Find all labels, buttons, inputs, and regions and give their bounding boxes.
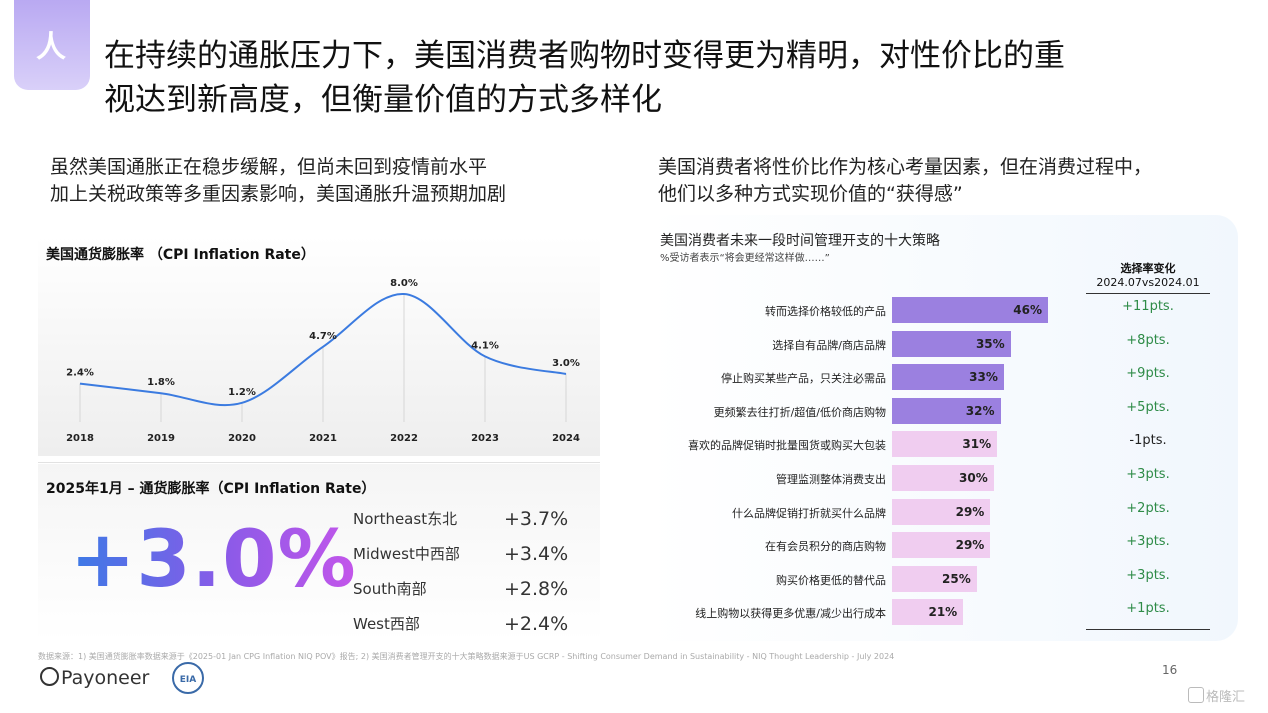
- strategy-change-value: +1pts.: [1126, 601, 1170, 617]
- right-subhead-line2: 他们以多种方式实现价值的“获得感”: [658, 183, 963, 205]
- page-title: 在持续的通胀压力下，美国消费者购物时变得更为精明，对性价比的重 视达到新高度，但…: [104, 34, 1214, 122]
- strategy-bar: [892, 397, 1001, 424]
- strategy-change-value: +3pts.: [1126, 534, 1170, 550]
- cpi-data-label: 1.8%: [147, 377, 175, 388]
- section-divider: [38, 462, 600, 463]
- right-subhead: 美国消费者将性价比作为核心考量因素，但在消费过程中， 他们以多种方式实现价值的“…: [658, 154, 1152, 208]
- strategy-label: 更频繁去往打折/超值/低价商店购物: [713, 405, 886, 419]
- change-header-rule: [1086, 293, 1210, 294]
- strategy-change-value: +2pts.: [1126, 500, 1170, 516]
- strategy-label: 喜欢的品牌促销时批量囤货或购买大包装: [688, 439, 886, 453]
- strategy-value-label: 25%: [942, 571, 971, 586]
- cpi-x-tick-label: 2023: [471, 433, 499, 444]
- strategy-label: 停止购买某些产品，只关注必需品: [721, 372, 886, 386]
- cpi-x-tick-label: 2022: [390, 433, 418, 444]
- source-note: 数据来源：1) 美国通货膨胀率数据来源于《2025-01 Jan CPG Inf…: [38, 652, 895, 661]
- strategy-change-value: +11pts.: [1122, 299, 1174, 314]
- cpi-x-tick-label: 2020: [228, 433, 256, 444]
- watermark: 格隆汇: [1188, 686, 1245, 705]
- cpi-chart-title: 美国通货膨胀率 （CPI Inflation Rate）: [46, 247, 315, 263]
- strategy-value-label: 35%: [975, 336, 1005, 351]
- payoneer-logo-text: Payoneer: [61, 667, 150, 689]
- right-subhead-line1: 美国消费者将性价比作为核心考量因素，但在消费过程中，: [658, 156, 1153, 178]
- region-name-northeast: Northeast东北: [353, 510, 458, 528]
- change-header-title: 选择率变化: [1120, 262, 1176, 275]
- strategy-label: 购买价格更低的替代品: [776, 573, 886, 587]
- strategy-title: 美国消费者未来一段时间管理开支的十大策略: [660, 233, 940, 249]
- strategy-subtitle: %受访者表示“将会更经常这样做……”: [660, 253, 830, 264]
- strategy-value-label: 31%: [962, 437, 992, 452]
- strategy-bar: [892, 465, 994, 491]
- cpi-data-label: 4.1%: [471, 340, 499, 351]
- strategy-bar: [892, 297, 1048, 323]
- jan-title: 2025年1月 – 通货膨胀率（CPI Inflation Rate）: [46, 481, 376, 497]
- strategy-bar: [892, 599, 964, 626]
- page-number: 16: [1162, 663, 1178, 677]
- strategy-value-label: 29%: [955, 504, 985, 519]
- region-value-midwest: +3.4%: [504, 543, 569, 565]
- cpi-x-tick-label: 2018: [66, 433, 94, 444]
- strategy-bar: [892, 498, 991, 525]
- cpi-series-line: [79, 292, 567, 407]
- left-subhead-line1: 虽然美国通胀正在稳步缓解，但尚未回到疫情前水平: [50, 156, 488, 178]
- strategy-bar: [892, 431, 998, 458]
- strategy-bar: [892, 364, 1004, 391]
- cpi-x-tick-label: 2019: [147, 433, 175, 444]
- strategy-bar: [892, 330, 1011, 357]
- strategy-change-value: +9pts.: [1126, 366, 1170, 382]
- strategy-label: 转而选择价格较低的产品: [765, 305, 886, 318]
- change-header-period: 2024.07vs2024.01: [1096, 276, 1200, 289]
- eia-logo: EIA: [172, 662, 204, 694]
- cpi-chart-panel: [38, 236, 600, 456]
- payoneer-logo: Payoneer: [40, 667, 149, 689]
- strategy-value-label: 32%: [965, 403, 995, 418]
- strategy-label: 选择自有品牌/商店品牌: [772, 338, 886, 352]
- cpi-x-tick-label: 2024: [552, 433, 580, 444]
- payoneer-o-icon: [40, 667, 59, 686]
- cpi-data-label: 1.2%: [228, 387, 256, 398]
- strategy-value-label: 30%: [959, 471, 988, 485]
- strategy-change-value: +3pts.: [1126, 567, 1170, 583]
- change-header: 选择率变化 2024.07vs2024.01: [1086, 262, 1210, 290]
- strategy-label: 管理监测整体消费支出: [776, 473, 886, 486]
- region-value-northeast: +3.7%: [504, 508, 569, 530]
- cpi-data-label: 3.0%: [552, 358, 580, 369]
- strategy-value-label: 21%: [928, 605, 958, 620]
- cpi-data-label: 2.4%: [66, 368, 94, 379]
- page-title-line2: 视达到新高度，但衡量价值的方式多样化: [104, 82, 662, 118]
- watermark-icon: [1188, 687, 1204, 703]
- page-title-line1: 在持续的通胀压力下，美国消费者购物时变得更为精明，对性价比的重: [104, 38, 1065, 74]
- cpi-data-label: 8.0%: [390, 278, 418, 289]
- strategy-label: 在有会员积分的商店购物: [765, 540, 886, 554]
- strategy-change-value: +5pts.: [1126, 399, 1170, 415]
- left-subhead: 虽然美国通胀正在稳步缓解，但尚未回到疫情前水平 加上关税政策等多重因素影响，美国…: [50, 154, 506, 208]
- region-name-south: South南部: [353, 580, 427, 598]
- region-value-south: +2.8%: [504, 578, 569, 600]
- strategy-change-value: +3pts.: [1126, 467, 1170, 482]
- corner-badge: 人: [14, 0, 90, 90]
- strategy-value-label: 46%: [1013, 303, 1042, 317]
- region-name-west: West西部: [353, 615, 420, 633]
- region-value-west: +2.4%: [504, 613, 569, 635]
- badge-text: 人: [36, 30, 66, 65]
- watermark-text: 格隆汇: [1206, 690, 1246, 705]
- strategy-label: 线上购物以获得更多优惠/减少出行成本: [695, 607, 886, 621]
- region-name-midwest: Midwest中西部: [353, 545, 460, 563]
- strategy-value-label: 29%: [955, 538, 985, 553]
- strategy-change-value: -1pts.: [1129, 433, 1167, 449]
- headline-inflation: +3.0%: [70, 515, 357, 605]
- cpi-x-tick-label: 2021: [309, 433, 337, 444]
- strategy-label: 什么品牌促销打折就买什么品牌: [732, 506, 886, 520]
- left-subhead-line2: 加上关税政策等多重因素影响，美国通胀升温预期加剧: [50, 183, 507, 205]
- strategy-change-value: +8pts.: [1126, 332, 1170, 348]
- strategy-bar: [892, 532, 991, 559]
- strategy-bar: [892, 565, 977, 592]
- cpi-line-chart: 2.4% 1.8% 1.2% 4.7% 8.0% 4.1% 3.0% 2018 2019 2020…: [66, 278, 580, 444]
- change-footer-rule: [1086, 629, 1210, 630]
- strategy-value-label: 33%: [969, 370, 998, 385]
- jan-panel: [38, 464, 600, 642]
- cpi-data-label: 4.7%: [309, 331, 337, 342]
